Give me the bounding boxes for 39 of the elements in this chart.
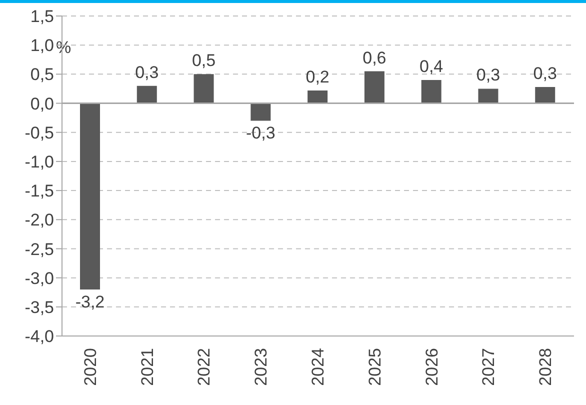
y-tick-label: -2,5 xyxy=(24,240,54,259)
x-tick-label: 2027 xyxy=(479,348,498,386)
x-tick-label: 2024 xyxy=(308,348,328,386)
y-tick-label: 1,5 xyxy=(30,7,54,26)
bar xyxy=(250,103,271,121)
bar xyxy=(308,90,328,104)
y-tick-label: 1,0 xyxy=(30,36,54,56)
data-label: -3,2 xyxy=(75,292,105,312)
bar xyxy=(535,86,556,104)
data-label: 0,2 xyxy=(306,67,330,86)
data-label: 0,4 xyxy=(420,57,444,76)
x-tick-label: 2025 xyxy=(365,348,384,386)
bar xyxy=(364,71,384,104)
x-tick-label: 2028 xyxy=(536,348,556,386)
y-tick-label: -2,0 xyxy=(24,210,54,230)
data-label: 0,6 xyxy=(362,48,386,68)
bar xyxy=(194,74,214,104)
data-label: 0,5 xyxy=(192,51,216,70)
y-tick-label: -1,0 xyxy=(24,152,54,172)
bar xyxy=(478,88,498,104)
y-tick-label: -4,0 xyxy=(24,327,54,346)
data-label: 0,3 xyxy=(135,62,159,82)
x-tick-label: 2020 xyxy=(80,348,100,386)
x-tick-label: 2023 xyxy=(252,348,271,386)
data-label: 0,3 xyxy=(476,66,500,85)
bar xyxy=(421,80,442,104)
y-tick-label: 0,5 xyxy=(30,65,54,84)
x-tick-label: 2022 xyxy=(194,348,214,386)
bar xyxy=(80,103,100,290)
y-tick-label: -1,5 xyxy=(24,182,54,201)
y-tick-label: -3,0 xyxy=(24,268,54,288)
x-tick-label: 2021 xyxy=(138,348,157,386)
y-tick-label: -3,5 xyxy=(24,298,54,317)
bar xyxy=(136,86,157,104)
y-tick-label: 0,0 xyxy=(30,94,54,114)
data-label: 0,3 xyxy=(533,64,557,83)
data-label: -0,3 xyxy=(246,124,276,143)
x-tick-label: 2026 xyxy=(422,348,442,386)
y-tick-label: -0,5 xyxy=(24,123,54,142)
